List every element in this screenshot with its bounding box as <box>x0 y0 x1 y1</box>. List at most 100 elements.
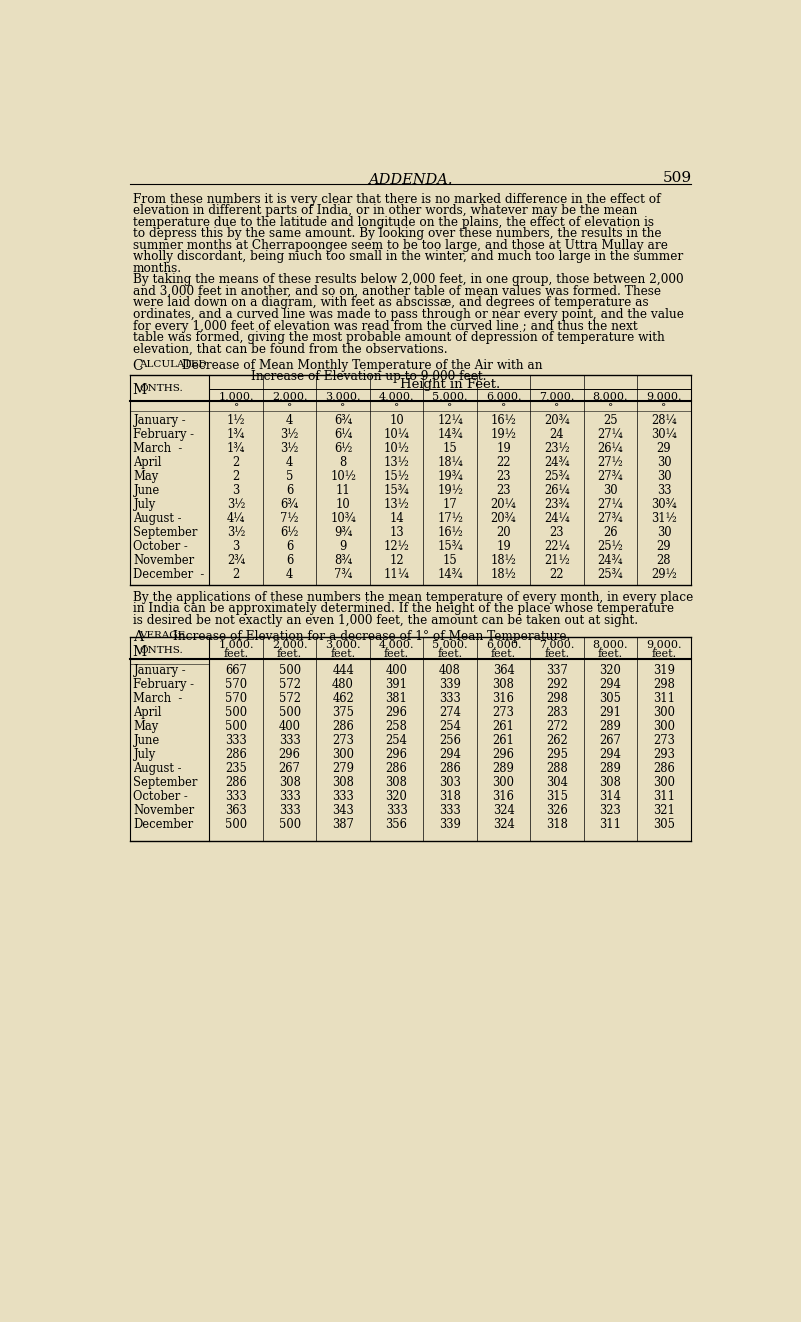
Text: 235: 235 <box>225 763 247 775</box>
Text: summer months at Cherrapoongee seem to be too large, and those at Uttra Mullay a: summer months at Cherrapoongee seem to b… <box>133 239 667 251</box>
Text: 272: 272 <box>546 720 568 734</box>
Text: 29½: 29½ <box>651 568 677 582</box>
Text: 364: 364 <box>493 664 514 677</box>
Text: 2: 2 <box>232 471 239 484</box>
Text: 444: 444 <box>332 664 354 677</box>
Text: A: A <box>133 631 143 644</box>
Text: 7,000.: 7,000. <box>539 391 574 401</box>
Text: 296: 296 <box>385 706 408 719</box>
Text: 267: 267 <box>279 763 300 775</box>
Text: 500: 500 <box>225 720 248 734</box>
Text: July: July <box>134 498 155 512</box>
Text: 308: 308 <box>279 776 300 789</box>
Text: feet.: feet. <box>277 649 302 660</box>
Text: in India can be approximately determined. If the height of the place whose tempe: in India can be approximately determined… <box>133 603 674 616</box>
Text: April: April <box>134 456 162 469</box>
Text: 30: 30 <box>657 456 671 469</box>
Text: 400: 400 <box>385 664 408 677</box>
Text: April: April <box>134 706 162 719</box>
Text: 303: 303 <box>439 776 461 789</box>
Text: 298: 298 <box>546 693 568 705</box>
Text: 30: 30 <box>657 526 671 539</box>
Text: June: June <box>134 484 159 497</box>
Text: 4: 4 <box>286 414 293 427</box>
Text: 33: 33 <box>657 484 671 497</box>
Text: 300: 300 <box>653 706 675 719</box>
Text: 323: 323 <box>600 804 622 817</box>
Text: 6½: 6½ <box>334 443 352 455</box>
Text: 288: 288 <box>546 763 568 775</box>
Text: 19: 19 <box>496 443 511 455</box>
Text: 15: 15 <box>443 443 457 455</box>
Text: 1,000.: 1,000. <box>219 391 254 401</box>
Text: 356: 356 <box>385 818 408 832</box>
Text: 343: 343 <box>332 804 354 817</box>
Text: 10½: 10½ <box>330 471 356 484</box>
Text: 2: 2 <box>232 456 239 469</box>
Text: 20¼: 20¼ <box>491 498 517 512</box>
Text: 10¾: 10¾ <box>330 513 356 525</box>
Text: 25¾: 25¾ <box>598 568 623 582</box>
Text: 25¾: 25¾ <box>544 471 570 484</box>
Text: 5: 5 <box>286 471 293 484</box>
Text: 305: 305 <box>653 818 675 832</box>
Text: 23½: 23½ <box>544 443 570 455</box>
Text: 10¼: 10¼ <box>384 428 409 442</box>
Text: 333: 333 <box>279 734 300 747</box>
Text: 4,000.: 4,000. <box>379 391 414 401</box>
Text: 12¼: 12¼ <box>437 414 463 427</box>
Text: 13½: 13½ <box>384 456 409 469</box>
Text: °: ° <box>340 403 346 412</box>
Text: 27¾: 27¾ <box>598 513 623 525</box>
Text: 30: 30 <box>657 471 671 484</box>
Text: 274: 274 <box>439 706 461 719</box>
Text: 294: 294 <box>599 748 622 761</box>
Text: Decrease of Mean Monthly Temperature of the Air with an: Decrease of Mean Monthly Temperature of … <box>183 358 543 371</box>
Text: 8: 8 <box>340 456 347 469</box>
Text: 28: 28 <box>657 554 671 567</box>
Text: 333: 333 <box>225 734 247 747</box>
Text: ONTHS.: ONTHS. <box>139 646 183 654</box>
Text: 13: 13 <box>389 526 404 539</box>
Text: °: ° <box>554 403 560 412</box>
Text: 333: 333 <box>279 804 300 817</box>
Text: 570: 570 <box>225 693 248 705</box>
Text: 2¾: 2¾ <box>227 554 245 567</box>
Text: 10: 10 <box>336 498 351 512</box>
Text: 572: 572 <box>279 678 300 691</box>
Text: 296: 296 <box>385 748 408 761</box>
Text: 16½: 16½ <box>491 414 517 427</box>
Text: 298: 298 <box>653 678 675 691</box>
Text: February -: February - <box>134 678 195 691</box>
Text: 3: 3 <box>232 541 239 554</box>
Text: 30¾: 30¾ <box>651 498 677 512</box>
Text: 273: 273 <box>493 706 514 719</box>
Text: 6: 6 <box>286 484 293 497</box>
Text: 19: 19 <box>496 541 511 554</box>
Text: 27¾: 27¾ <box>598 471 623 484</box>
Text: By taking the means of these results below 2,000 feet, in one group, those betwe: By taking the means of these results bel… <box>133 274 683 287</box>
Text: 311: 311 <box>599 818 622 832</box>
Text: 9: 9 <box>340 541 347 554</box>
Text: 400: 400 <box>279 720 300 734</box>
Text: 6¾: 6¾ <box>334 414 352 427</box>
Text: December  -: December - <box>134 568 205 582</box>
Text: 19¾: 19¾ <box>437 471 463 484</box>
Text: 500: 500 <box>279 818 300 832</box>
Text: 17: 17 <box>443 498 457 512</box>
Text: Height in Feet.: Height in Feet. <box>400 378 500 391</box>
Text: February -: February - <box>134 428 195 442</box>
Text: November: November <box>134 804 195 817</box>
Text: 318: 318 <box>546 818 568 832</box>
Text: By the applications of these numbers the mean temperature of every month, in eve: By the applications of these numbers the… <box>133 591 693 604</box>
Text: °: ° <box>448 403 453 412</box>
Text: January -: January - <box>134 664 186 677</box>
Text: 18½: 18½ <box>491 554 517 567</box>
Text: 256: 256 <box>439 734 461 747</box>
Text: 19½: 19½ <box>490 428 517 442</box>
Text: January -: January - <box>134 414 186 427</box>
Text: 296: 296 <box>279 748 300 761</box>
Text: 391: 391 <box>385 678 408 691</box>
Text: 408: 408 <box>439 664 461 677</box>
Text: 286: 286 <box>439 763 461 775</box>
